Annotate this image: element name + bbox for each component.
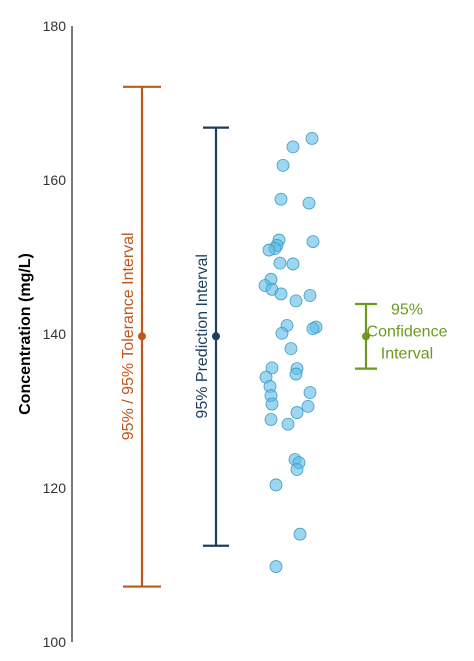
data-point	[265, 397, 279, 411]
data-point	[274, 287, 288, 301]
tolerance-interval-label: 95% / 95% Tolerance Interval	[120, 232, 137, 440]
data-point	[289, 294, 303, 308]
prediction-interval: 95% Prediction Interval	[194, 126, 229, 547]
data-point	[290, 406, 304, 419]
data-points	[258, 132, 323, 573]
data-point	[286, 140, 300, 154]
data-point	[274, 192, 288, 206]
y-axis-label: Concentration (mg/L)	[17, 253, 34, 415]
y-tick-labels: 100 120 140 160 180	[43, 18, 67, 650]
data-point	[275, 326, 289, 340]
data-point	[302, 196, 316, 210]
data-point	[264, 413, 278, 426]
confidence-interval-label: 95%	[391, 301, 423, 318]
prediction-interval-label: 95% Prediction Interval	[194, 254, 211, 419]
intervals: 95% / 95% Tolerance Interval 95% Predicti…	[120, 85, 448, 588]
data-point	[303, 289, 317, 302]
data-point	[269, 478, 283, 492]
y-tick-label: 120	[43, 480, 67, 496]
confidence-interval-label: Interval	[381, 345, 433, 362]
tolerance-interval: 95% / 95% Tolerance Interval	[120, 85, 161, 588]
confidence-interval: 95% Confidence Interval	[355, 301, 448, 370]
data-point	[306, 322, 320, 336]
y-tick-label: 140	[43, 326, 67, 342]
data-point	[290, 463, 304, 476]
prediction-center-point	[212, 332, 220, 341]
y-tick-label: 100	[43, 634, 67, 650]
data-point	[284, 342, 298, 356]
tolerance-center-point	[138, 332, 146, 341]
data-point	[289, 367, 303, 381]
data-point	[286, 257, 300, 271]
data-point	[305, 132, 319, 145]
data-point	[301, 399, 315, 413]
confidence-center-point	[362, 332, 370, 341]
data-point	[273, 256, 287, 270]
data-point	[269, 560, 283, 573]
confidence-interval-label: Confidence	[367, 323, 448, 340]
y-tick-label: 160	[43, 172, 67, 188]
data-point	[281, 417, 295, 431]
data-point	[293, 527, 307, 541]
data-point	[262, 243, 276, 257]
y-tick-label: 180	[43, 18, 67, 34]
data-point	[276, 158, 290, 172]
data-point	[303, 386, 317, 399]
data-point	[306, 235, 320, 249]
data-point	[265, 361, 279, 375]
